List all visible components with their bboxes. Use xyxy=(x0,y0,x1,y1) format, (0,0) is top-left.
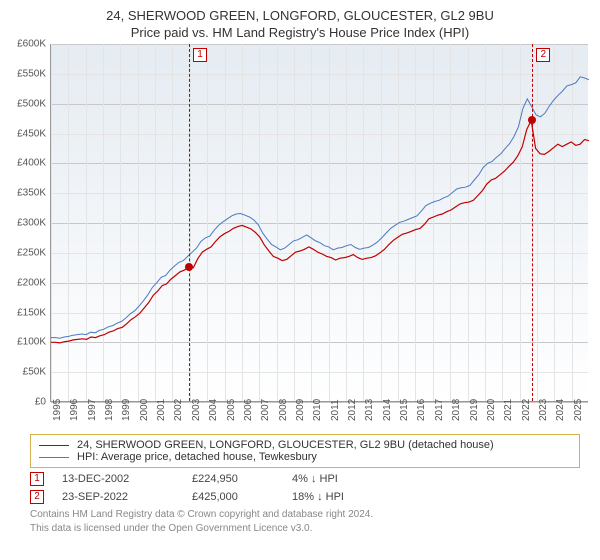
sale-marker-box: 2 xyxy=(536,48,550,62)
sale-record-row: 2 23-SEP-2022£425,00018% ↓ HPI xyxy=(30,490,580,504)
footer-line-1: Contains HM Land Registry data © Crown c… xyxy=(30,508,580,522)
x-axis-label: 1999 xyxy=(116,399,132,421)
y-axis-label: £200K xyxy=(17,277,51,288)
footer-attribution: Contains HM Land Registry data © Crown c… xyxy=(30,508,580,535)
sale-date: 23-SEP-2022 xyxy=(62,491,192,503)
x-axis-label: 2024 xyxy=(550,399,566,421)
sale-date: 13-DEC-2002 xyxy=(62,473,192,485)
y-axis-label: £600K xyxy=(17,39,51,50)
y-axis-label: £100K xyxy=(17,337,51,348)
y-axis-label: £50K xyxy=(23,367,51,378)
sale-marker-dot xyxy=(185,263,193,271)
x-axis-label: 2008 xyxy=(273,399,289,421)
series-svg xyxy=(51,44,589,402)
x-axis-label: 1995 xyxy=(47,399,63,421)
y-axis-label: £250K xyxy=(17,247,51,258)
x-axis-label: 2003 xyxy=(186,399,202,421)
y-axis-label: £350K xyxy=(17,188,51,199)
sale-record-row: 1 13-DEC-2002£224,9504% ↓ HPI xyxy=(30,472,580,486)
x-axis-label: 2000 xyxy=(134,399,150,421)
x-axis-label: 2005 xyxy=(221,399,237,421)
x-axis-label: 2017 xyxy=(429,399,445,421)
legend-row-hpi: HPI: Average price, detached house, Tewk… xyxy=(39,451,571,463)
legend-swatch-hpi xyxy=(39,457,69,458)
x-axis-label: 1997 xyxy=(82,399,98,421)
x-axis-label: 2011 xyxy=(325,399,341,421)
x-axis-label: 2009 xyxy=(290,399,306,421)
x-axis-label: 2025 xyxy=(568,399,584,421)
x-axis-label: 2021 xyxy=(498,399,514,421)
x-axis-label: 2002 xyxy=(168,399,184,421)
x-axis-label: 1996 xyxy=(64,399,80,421)
x-axis-label: 2016 xyxy=(411,399,427,421)
legend: 24, SHERWOOD GREEN, LONGFORD, GLOUCESTER… xyxy=(30,434,580,468)
y-axis-label: £150K xyxy=(17,307,51,318)
y-axis-label: £450K xyxy=(17,128,51,139)
y-axis-label: £400K xyxy=(17,158,51,169)
title-subtitle: Price paid vs. HM Land Registry's House … xyxy=(10,25,590,40)
sale-price: £425,000 xyxy=(192,491,292,503)
x-axis-label: 2014 xyxy=(377,399,393,421)
legend-swatch-price-paid xyxy=(39,445,69,446)
x-axis-label: 2001 xyxy=(151,399,167,421)
legend-label-price-paid: 24, SHERWOOD GREEN, LONGFORD, GLOUCESTER… xyxy=(77,439,494,451)
footer-line-2: This data is licensed under the Open Gov… xyxy=(30,522,580,536)
x-axis-label: 2018 xyxy=(446,399,462,421)
x-axis-label: 1998 xyxy=(99,399,115,421)
x-axis-label: 2012 xyxy=(342,399,358,421)
title-address: 24, SHERWOOD GREEN, LONGFORD, GLOUCESTER… xyxy=(10,8,590,23)
legend-row-price-paid: 24, SHERWOOD GREEN, LONGFORD, GLOUCESTER… xyxy=(39,439,571,451)
sale-marker-ref: 2 xyxy=(30,490,44,504)
x-axis-label: 2022 xyxy=(516,399,532,421)
y-axis-label: £500K xyxy=(17,98,51,109)
x-axis-label: 2006 xyxy=(238,399,254,421)
x-axis-label: 2007 xyxy=(255,399,271,421)
x-axis-label: 2019 xyxy=(464,399,480,421)
x-axis-label: 2010 xyxy=(307,399,323,421)
sale-markers-table: 1 13-DEC-2002£224,9504% ↓ HPI 2 23-SEP-2022… xyxy=(0,472,600,504)
chart-area: £0£50K£100K£150K£200K£250K£300K£350K£400… xyxy=(0,44,600,430)
legend-label-hpi: HPI: Average price, detached house, Tewk… xyxy=(77,451,317,463)
plot-area: £0£50K£100K£150K£200K£250K£300K£350K£400… xyxy=(50,44,588,402)
x-axis-label: 2015 xyxy=(394,399,410,421)
x-axis-label: 2020 xyxy=(481,399,497,421)
sale-hpi-delta: 4% ↓ HPI xyxy=(292,473,412,485)
x-axis-label: 2013 xyxy=(359,399,375,421)
sale-marker-box: 1 xyxy=(193,48,207,62)
x-axis-label: 2023 xyxy=(533,399,549,421)
sale-price: £224,950 xyxy=(192,473,292,485)
sale-marker-ref: 1 xyxy=(30,472,44,486)
sale-hpi-delta: 18% ↓ HPI xyxy=(292,491,412,503)
x-axis-label: 2004 xyxy=(203,399,219,421)
sale-marker-line xyxy=(532,44,533,401)
series-line-hpi xyxy=(51,77,589,338)
series-line-price_paid xyxy=(51,120,589,343)
sale-marker-line xyxy=(189,44,190,401)
chart-titles: 24, SHERWOOD GREEN, LONGFORD, GLOUCESTER… xyxy=(0,0,600,44)
y-axis-label: £550K xyxy=(17,68,51,79)
y-axis-label: £300K xyxy=(17,218,51,229)
